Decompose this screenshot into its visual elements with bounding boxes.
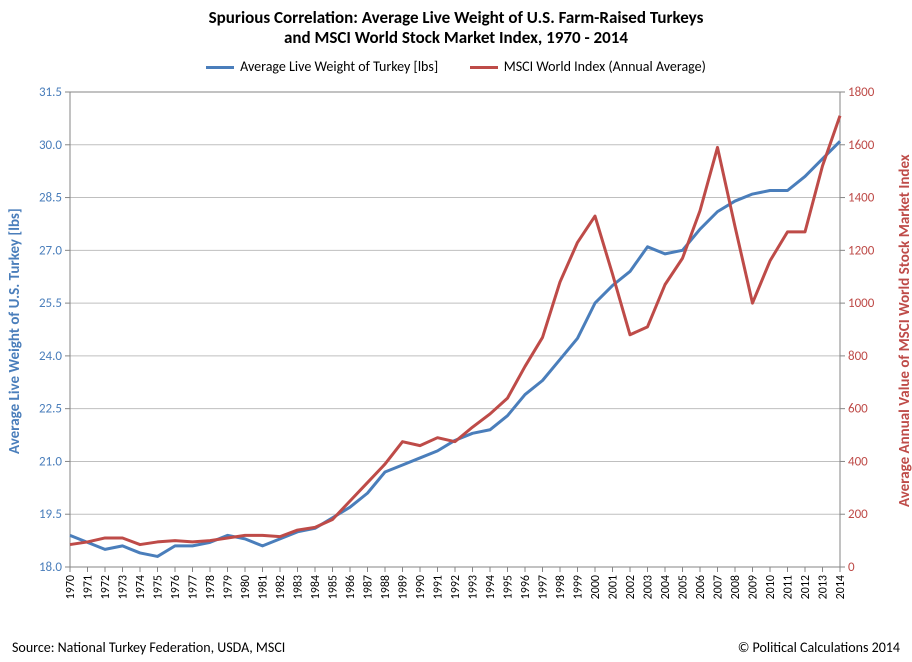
svg-text:1996: 1996 <box>519 575 533 599</box>
svg-text:30.0: 30.0 <box>39 138 62 153</box>
svg-text:1985: 1985 <box>327 575 341 599</box>
svg-text:27.0: 27.0 <box>39 243 62 258</box>
svg-text:1979: 1979 <box>222 575 236 599</box>
svg-text:1999: 1999 <box>572 575 586 599</box>
svg-text:1981: 1981 <box>257 575 271 599</box>
svg-text:1994: 1994 <box>484 575 498 599</box>
svg-text:2011: 2011 <box>782 575 796 599</box>
svg-text:2007: 2007 <box>712 575 726 599</box>
svg-text:1974: 1974 <box>134 575 148 599</box>
svg-text:2012: 2012 <box>799 575 813 599</box>
line-turkey <box>70 141 840 556</box>
plot-area: 18.0 19.5 21.0 22.5 24.0 25.5 27.0 28.5 30.0 31.5… <box>0 0 912 662</box>
svg-text:1997: 1997 <box>537 575 551 599</box>
svg-text:21.0: 21.0 <box>39 454 62 469</box>
svg-text:1400: 1400 <box>848 191 875 206</box>
svg-text:2009: 2009 <box>747 575 761 599</box>
svg-text:1993: 1993 <box>467 575 481 599</box>
svg-text:1988: 1988 <box>379 575 393 599</box>
svg-text:2001: 2001 <box>607 575 621 599</box>
svg-text:2004: 2004 <box>659 575 673 599</box>
svg-text:22.5: 22.5 <box>39 402 62 417</box>
svg-text:1984: 1984 <box>309 575 323 599</box>
svg-text:1986: 1986 <box>344 575 358 599</box>
svg-text:2002: 2002 <box>624 575 638 599</box>
chart-container: Spurious Correlation: Average Live Weigh… <box>0 0 912 662</box>
svg-text:1800: 1800 <box>848 85 875 100</box>
svg-text:28.5: 28.5 <box>39 191 62 206</box>
svg-text:1980: 1980 <box>239 575 253 599</box>
svg-text:2008: 2008 <box>729 575 743 599</box>
svg-text:1972: 1972 <box>99 575 113 599</box>
svg-text:18.0: 18.0 <box>39 560 62 575</box>
svg-text:19.5: 19.5 <box>39 507 62 522</box>
svg-text:1982: 1982 <box>274 575 288 599</box>
svg-text:1987: 1987 <box>362 575 376 599</box>
svg-text:1977: 1977 <box>187 575 201 599</box>
svg-text:1200: 1200 <box>848 243 875 258</box>
svg-text:2000: 2000 <box>589 575 603 599</box>
svg-text:1978: 1978 <box>204 575 218 599</box>
svg-text:24.0: 24.0 <box>39 349 62 364</box>
svg-text:2005: 2005 <box>677 575 691 599</box>
svg-text:1989: 1989 <box>397 575 411 599</box>
svg-text:400: 400 <box>848 454 868 469</box>
svg-text:1992: 1992 <box>449 575 463 599</box>
svg-text:1971: 1971 <box>82 575 96 599</box>
svg-text:1976: 1976 <box>169 575 183 599</box>
svg-text:2003: 2003 <box>642 575 656 599</box>
svg-text:1991: 1991 <box>432 575 446 599</box>
footer-copyright: © Political Calculations 2014 <box>738 639 900 656</box>
svg-text:1990: 1990 <box>414 575 428 599</box>
svg-text:2014: 2014 <box>834 575 848 599</box>
line-msci <box>70 116 840 545</box>
svg-text:1000: 1000 <box>848 296 875 311</box>
svg-text:1983: 1983 <box>292 575 306 599</box>
svg-text:800: 800 <box>848 349 868 364</box>
svg-text:0: 0 <box>848 560 855 575</box>
svg-text:1970: 1970 <box>64 575 78 599</box>
svg-text:1995: 1995 <box>502 575 516 599</box>
svg-text:1600: 1600 <box>848 138 875 153</box>
svg-text:1975: 1975 <box>152 575 166 599</box>
svg-text:2010: 2010 <box>764 575 778 599</box>
svg-text:1973: 1973 <box>117 575 131 599</box>
svg-text:25.5: 25.5 <box>39 296 62 311</box>
svg-text:31.5: 31.5 <box>39 85 62 100</box>
footer-source: Source: National Turkey Federation, USDA… <box>12 639 285 656</box>
svg-text:2006: 2006 <box>694 575 708 599</box>
svg-text:1998: 1998 <box>554 575 568 599</box>
svg-text:600: 600 <box>848 402 868 417</box>
svg-text:200: 200 <box>848 507 868 522</box>
svg-text:2013: 2013 <box>817 575 831 599</box>
